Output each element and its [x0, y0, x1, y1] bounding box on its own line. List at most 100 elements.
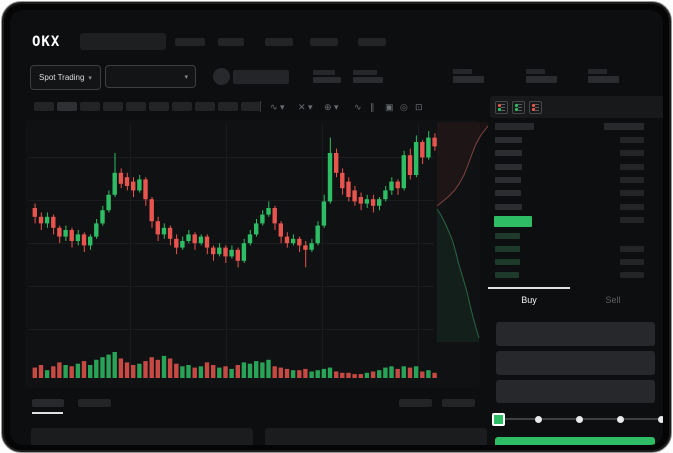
okx-logo: OKX — [32, 34, 61, 50]
slider-stop-25[interactable] — [535, 415, 543, 423]
bottom-tab-history[interactable] — [78, 399, 111, 407]
indicators-icon[interactable]: ⊕ ▾ — [324, 102, 339, 112]
amount-slider-handle[interactable] — [492, 413, 505, 426]
compare-icon[interactable]: ∥ — [370, 102, 375, 112]
book-asks-only-icon[interactable] — [529, 101, 542, 114]
ticker-stat-label — [353, 70, 377, 75]
nav-item-5[interactable] — [358, 38, 386, 46]
price-input[interactable] — [496, 322, 655, 346]
ask-price[interactable] — [495, 176, 521, 183]
bid-price[interactable] — [495, 272, 519, 279]
chart-layout-icon[interactable]: ✕ ▾ — [298, 102, 313, 112]
active-tab-indicator — [488, 287, 570, 289]
ask-price[interactable] — [495, 163, 522, 170]
buy-submit-button[interactable] — [495, 437, 655, 445]
orderbook-header-price — [495, 123, 534, 130]
pair-select[interactable]: ▾ — [105, 65, 196, 88]
timeframe-pill-1[interactable] — [34, 102, 54, 111]
fullscreen-icon[interactable]: ⊡ — [415, 102, 423, 112]
chevron-down-icon: ▾ — [184, 73, 188, 81]
slider-stop-100[interactable] — [657, 415, 663, 423]
gridline — [29, 243, 434, 244]
coin-avatar — [213, 68, 230, 85]
bid-price[interactable] — [495, 246, 520, 253]
bottom-tab-underline — [32, 412, 63, 414]
gridline — [29, 329, 434, 330]
chart-panel[interactable] — [25, 120, 488, 388]
timeframe-pill-7[interactable] — [172, 102, 192, 111]
gridline — [322, 124, 323, 376]
book-both-sides-icon[interactable] — [495, 101, 508, 114]
chevron-down-icon: ▾ — [88, 74, 92, 82]
nav-item-1[interactable] — [175, 38, 205, 46]
ask-size — [620, 190, 644, 197]
settings-icon[interactable]: ◎ — [400, 102, 408, 112]
camera-icon[interactable]: ▣ — [385, 102, 394, 112]
gridline — [29, 157, 434, 158]
gridline — [29, 286, 434, 287]
depth-chart — [437, 122, 488, 342]
ask-size — [620, 203, 644, 210]
ask-size — [620, 137, 644, 143]
ticker-stat-label — [526, 69, 545, 74]
timeframe-pill-5[interactable] — [126, 102, 146, 111]
slider-stop-75[interactable] — [616, 415, 624, 423]
candlestick-volume-chart[interactable] — [32, 122, 438, 382]
book-bids-only-icon[interactable] — [512, 101, 525, 114]
ticker-stat-value — [526, 76, 557, 83]
nav-item-2[interactable] — [218, 38, 244, 46]
orders-table-placeholder — [265, 428, 487, 445]
timeframe-pill-8[interactable] — [195, 102, 215, 111]
orders-table-placeholder — [31, 428, 253, 445]
ticker-stat-label — [453, 69, 472, 74]
slider-stop-50[interactable] — [576, 415, 583, 423]
gridline — [29, 200, 434, 201]
timeframe-pill-9[interactable] — [218, 102, 238, 111]
ask-size — [620, 176, 644, 183]
search-input[interactable] — [80, 33, 166, 50]
ticker-stat-value — [313, 77, 341, 83]
gridline — [130, 124, 131, 376]
app-screen: OKX Spot Trading ▾ ▾ — [10, 10, 663, 445]
bid-price[interactable] — [495, 259, 520, 266]
pair-name-placeholder — [233, 70, 289, 84]
timeframe-pill-3[interactable] — [80, 102, 100, 111]
tab-sell[interactable]: Sell — [605, 295, 621, 305]
tab-buy[interactable]: Buy — [521, 295, 537, 305]
bottom-action-1[interactable] — [399, 399, 432, 407]
bottom-tab-open-orders[interactable] — [32, 399, 64, 407]
ask-price[interactable] — [495, 150, 522, 157]
ticker-stat-value — [588, 76, 619, 83]
last-price-size — [620, 217, 644, 223]
market-type-select[interactable]: Spot Trading ▾ — [30, 65, 101, 90]
ticker-stat-value — [353, 77, 383, 83]
ticker-stat-label — [313, 70, 335, 75]
ask-price[interactable] — [495, 203, 522, 210]
candle-style-icon[interactable]: ∿ ▾ — [270, 102, 285, 112]
ask-size — [620, 150, 644, 157]
nav-item-4[interactable] — [310, 38, 338, 46]
orderbook-header-amount — [604, 123, 644, 130]
toolbar-divider — [260, 101, 261, 112]
bid-size — [620, 272, 644, 279]
bid-size — [620, 259, 644, 266]
line-tool-icon[interactable]: ∿ — [354, 102, 362, 112]
nav-item-3[interactable] — [265, 38, 293, 46]
timeframe-pill-6[interactable] — [149, 102, 169, 111]
ticker-stat-label — [588, 69, 607, 74]
last-price-badge — [494, 216, 532, 227]
ask-price[interactable] — [495, 137, 522, 143]
bid-price[interactable] — [495, 233, 520, 239]
timeframe-pill-10[interactable] — [241, 102, 261, 111]
ask-price[interactable] — [495, 190, 521, 197]
amount-input[interactable] — [496, 351, 655, 375]
bid-size — [620, 246, 644, 253]
market-type-label: Spot Trading — [39, 73, 85, 82]
bottom-action-2[interactable] — [442, 399, 475, 407]
ask-size — [620, 163, 644, 170]
total-input[interactable] — [496, 380, 655, 403]
timeframe-pill-2[interactable] — [57, 102, 77, 111]
timeframe-pill-4[interactable] — [103, 102, 123, 111]
